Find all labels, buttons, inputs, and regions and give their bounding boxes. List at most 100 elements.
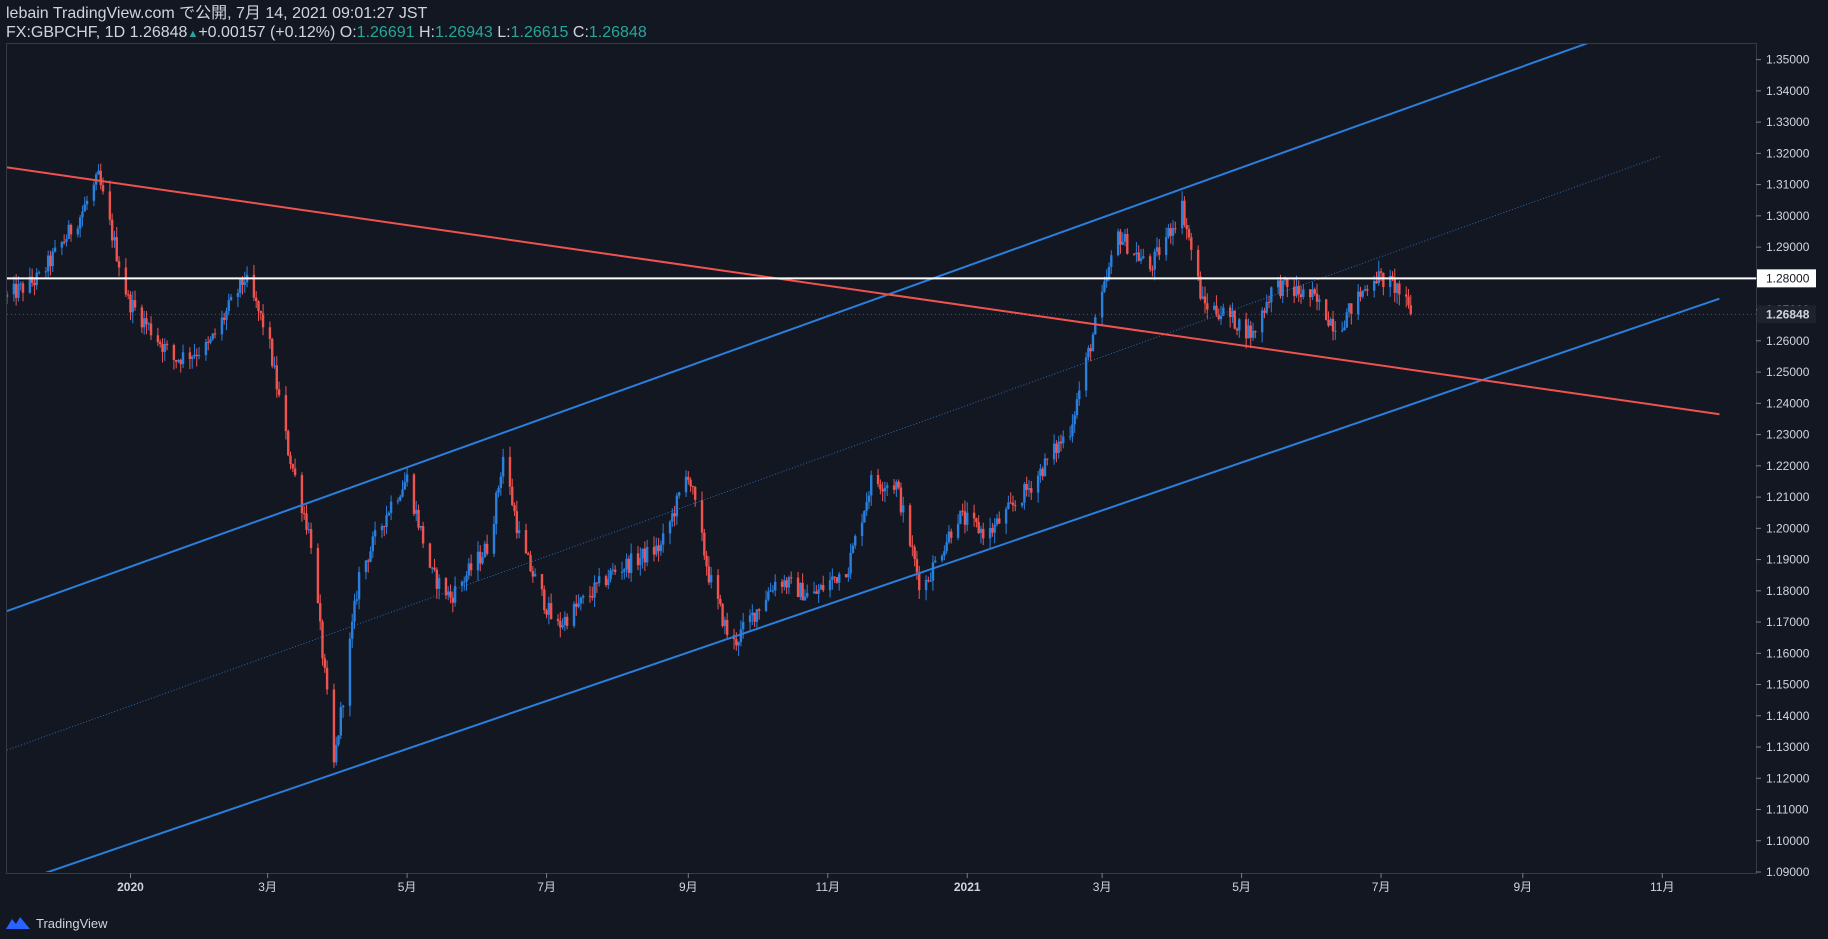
candle-body [51, 251, 54, 267]
candle-body [287, 431, 290, 456]
candle-body [195, 354, 198, 356]
last-price-tag [1757, 305, 1816, 324]
trendline-channel-lower[interactable] [44, 297, 1720, 874]
candle-body [1132, 253, 1136, 255]
candle-body [721, 603, 724, 627]
candle-body [1009, 502, 1012, 504]
candle-body [577, 603, 580, 607]
candle-body [1030, 488, 1033, 493]
candle-body [179, 359, 182, 365]
footer-brand[interactable]: TradingView [36, 915, 108, 931]
candle-body [897, 481, 900, 488]
candle-body [975, 518, 978, 522]
candle-body [705, 555, 708, 567]
candle-body [108, 191, 112, 220]
candle-body [332, 689, 336, 763]
candle-body [1135, 252, 1138, 255]
candle-body [30, 276, 34, 283]
candle-body [1329, 318, 1332, 326]
candle-body [99, 170, 102, 186]
price-axis[interactable]: 1.09000 1.10000 1.11000 1.12000 1.13000 1.140… [1756, 53, 1810, 879]
trendline-channel-upper[interactable] [7, 39, 1598, 613]
candle-body [1151, 269, 1154, 271]
candle-body [268, 327, 272, 339]
y-tick-label: 1.32000 [1766, 146, 1810, 160]
candle-body [209, 339, 212, 343]
candle-body [1251, 330, 1255, 338]
candle-body [188, 352, 192, 360]
candle-body [367, 560, 370, 562]
candle-body [1185, 225, 1188, 230]
symbol-label[interactable]: FX:GBPCHF, 1D [6, 24, 126, 41]
candle-body [561, 625, 564, 628]
candle-body [1174, 228, 1177, 230]
candle-body [1407, 296, 1410, 306]
candle-body [339, 707, 342, 736]
candle-body [206, 341, 210, 343]
candle-body [661, 533, 665, 545]
candle-body [28, 276, 32, 293]
candle-body [353, 600, 356, 622]
candle-body [337, 735, 340, 745]
candle-body [399, 496, 402, 501]
candle-body [33, 282, 36, 286]
candle-body [940, 555, 944, 561]
candle-body [867, 495, 871, 503]
candle-body [828, 580, 832, 591]
candle-body [1148, 256, 1152, 270]
candle-body [451, 597, 455, 603]
candle-body [140, 307, 144, 328]
candle-body [369, 551, 372, 562]
candle-body [1343, 327, 1346, 331]
y-tick-label: 1.18000 [1766, 584, 1810, 598]
candle-body [819, 584, 823, 590]
candle-body [380, 526, 384, 531]
candle-body [1155, 247, 1159, 252]
candle-body [757, 609, 761, 611]
candle-body [1073, 415, 1076, 425]
trendline-channel-middle[interactable] [7, 156, 1661, 751]
candle-body [67, 224, 70, 239]
candle-body [483, 543, 487, 558]
candle-body [1313, 289, 1316, 294]
candle-body [1062, 436, 1065, 444]
candle-body [355, 599, 358, 601]
trendline-downtrend[interactable] [7, 166, 1720, 416]
candle-body [1183, 200, 1186, 226]
candle-body [929, 580, 932, 582]
candle-body [1347, 303, 1351, 313]
candle-body [801, 582, 804, 601]
price-change: +0.00157 (+0.12%) [198, 24, 336, 41]
candle-body [126, 294, 130, 296]
candle-body [753, 612, 756, 622]
x-tick-label: 2020 [117, 880, 144, 894]
candle-body [417, 509, 420, 528]
candle-body [627, 558, 631, 573]
candle-body [1217, 314, 1220, 320]
candle-body [668, 521, 672, 534]
candle-body [460, 581, 464, 586]
candle-body [335, 744, 338, 763]
x-tick-label: 11月 [1650, 880, 1674, 894]
price-labels: 1.28000 1.26848 [1757, 269, 1816, 324]
candle-body [689, 479, 692, 487]
candle-body [588, 595, 592, 597]
candle-body [1014, 505, 1017, 507]
candle-body [211, 333, 214, 340]
candle-body [709, 575, 713, 583]
candle-body [396, 500, 400, 502]
candle-body [1105, 279, 1108, 282]
candle-body [1356, 291, 1360, 315]
drawings [7, 39, 1756, 874]
candle-body [385, 515, 388, 528]
candle-body [943, 551, 946, 556]
candle-body [293, 468, 297, 476]
candle-body [991, 528, 994, 533]
time-axis[interactable]: 2020 3月 5月 7月 9月 11月 2021 3月 5月 7月 9月 11月 [117, 873, 1674, 894]
candle-body [1039, 468, 1042, 476]
candle-body [117, 261, 121, 268]
open-label: O: [339, 24, 357, 41]
candle-body [435, 569, 439, 589]
y-tick-label: 1.25000 [1766, 365, 1810, 379]
